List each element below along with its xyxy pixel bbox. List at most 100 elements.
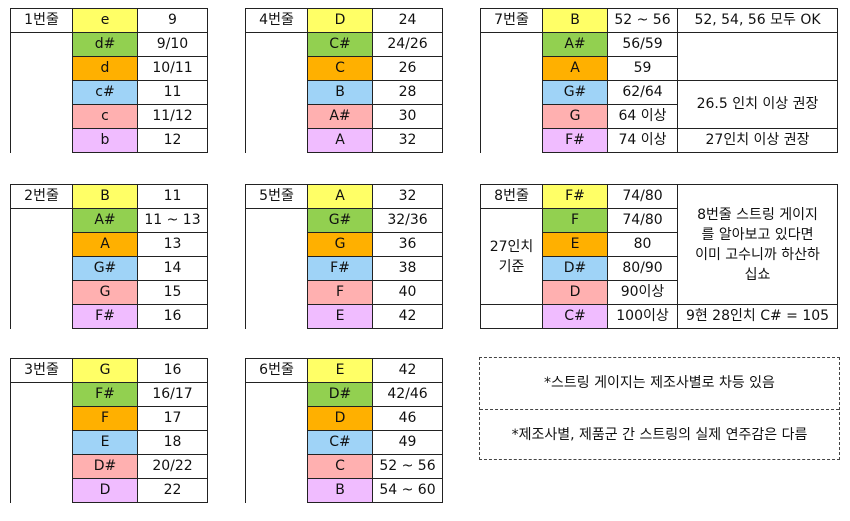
gauge-cell: 59 <box>607 56 678 81</box>
note-cell: D# <box>542 256 608 281</box>
gauge-cell: 15 <box>137 280 208 305</box>
note-cell: G# <box>72 256 138 281</box>
note-cell: B <box>307 80 373 105</box>
note-cell: D <box>307 8 373 33</box>
string-4-table: 4번줄 D 24 C# 24/26 C 26 B 28 A# 30 A 32 <box>245 8 443 153</box>
gauge-cell: 24 <box>372 8 443 33</box>
string-label: 1번줄 <box>10 8 73 33</box>
gauge-cell: 12 <box>137 128 208 153</box>
gauge-cell: 32 <box>372 128 443 153</box>
note-cell: e <box>72 8 138 33</box>
gauge-cell: 28 <box>372 80 443 105</box>
note-cell: C <box>307 454 373 479</box>
note-cell: B <box>72 184 138 209</box>
gauge-cell: 74/80 <box>607 184 678 209</box>
string-label: 4번줄 <box>245 8 308 33</box>
remark-cell: 8번줄 스트링 게이지를 알아보고 있다면 이미 고수니까 하산하십쇼 <box>677 184 838 305</box>
gauge-cell: 22 <box>137 478 208 503</box>
gauge-cell: 42 <box>372 304 443 329</box>
note-cell: F# <box>72 382 138 407</box>
note-cell: F <box>72 406 138 431</box>
note-cell: D <box>542 280 608 305</box>
footnote: *제조사별, 제품군 간 스트링의 실제 연주감은 다름 <box>480 409 839 460</box>
note-cell: G <box>72 358 138 383</box>
gauge-cell: 54 ~ 60 <box>372 478 443 503</box>
gauge-cell: 52 ~ 56 <box>607 8 678 33</box>
gauge-cell: 100이상 <box>607 304 678 329</box>
note-cell: A <box>72 232 138 257</box>
gauge-cell: 80/90 <box>607 256 678 281</box>
gauge-cell: 62/64 <box>607 80 678 105</box>
note-cell: G <box>72 280 138 305</box>
note-cell: F# <box>542 128 608 153</box>
footnote-box: *스트링 게이지는 제조사별로 차등 있음 *제조사별, 제품군 간 스트링의 … <box>479 357 840 460</box>
string-label: 5번줄 <box>245 184 308 209</box>
remark-cell: 52, 54, 56 모두 OK <box>677 8 838 33</box>
note-cell: d <box>72 56 138 81</box>
gauge-cell: 30 <box>372 104 443 129</box>
remark-empty-cell <box>677 32 838 81</box>
string-3-table: 3번줄 G 16 F# 16/17 F 17 E 18 D# 20/22 D 2… <box>10 358 208 503</box>
string-1-table: 1번줄 e 9 d# 9/10 d 10/11 c# 11 c 11/12 b … <box>10 8 208 153</box>
note-cell: D# <box>72 454 138 479</box>
gauge-cell: 52 ~ 56 <box>372 454 443 479</box>
gauge-cell: 64 이상 <box>607 104 678 129</box>
note-cell: B <box>542 8 608 33</box>
note-cell: C <box>307 56 373 81</box>
note-cell: E <box>307 304 373 329</box>
string-label: 8번줄 <box>480 184 543 209</box>
note-cell: E <box>307 358 373 383</box>
note-cell: A <box>307 184 373 209</box>
gauge-cell: 46 <box>372 406 443 431</box>
string-8-table: 8번줄 F# 74/80 8번줄 스트링 게이지를 알아보고 있다면 이미 고수… <box>480 184 838 329</box>
note-cell: c <box>72 104 138 129</box>
note-cell: F <box>542 208 608 233</box>
gauge-cell: 10/11 <box>137 56 208 81</box>
gauge-cell: 14 <box>137 256 208 281</box>
note-cell: F# <box>72 304 138 329</box>
note-cell: A <box>542 56 608 81</box>
gauge-cell: 9 <box>137 8 208 33</box>
gauge-cell: 32 <box>372 184 443 209</box>
note-cell: C# <box>307 430 373 455</box>
string-label: 3번줄 <box>10 358 73 383</box>
string-label: 2번줄 <box>10 184 73 209</box>
gauge-cell: 13 <box>137 232 208 257</box>
gauge-cell: 11 ~ 13 <box>137 208 208 233</box>
note-cell: G# <box>307 208 373 233</box>
note-cell: c# <box>72 80 138 105</box>
string-label: 7번줄 <box>480 8 543 33</box>
gauge-cell: 16/17 <box>137 382 208 407</box>
reference-length-line: 27인치 <box>489 238 534 255</box>
gauge-cell: 90이상 <box>607 280 678 305</box>
note-cell: F <box>307 280 373 305</box>
note-cell: A <box>307 128 373 153</box>
note-cell: C# <box>307 32 373 57</box>
gauge-cell: 26 <box>372 56 443 81</box>
note-cell: G# <box>542 80 608 105</box>
note-cell: E <box>72 430 138 455</box>
remark-cell: 27인치 이상 권장 <box>677 128 838 153</box>
gauge-cell: 11/12 <box>137 104 208 129</box>
gauge-cell: 74/80 <box>607 208 678 233</box>
gauge-cell: 20/22 <box>137 454 208 479</box>
note-cell: A# <box>72 208 138 233</box>
string-2-table: 2번줄 B 11 A# 11 ~ 13 A 13 G# 14 G 15 F# 1… <box>10 184 208 329</box>
gauge-cell: 24/26 <box>372 32 443 57</box>
gauge-cell: 42 <box>372 358 443 383</box>
note-cell: C# <box>542 304 608 329</box>
gauge-cell: 16 <box>137 304 208 329</box>
gauge-cell: 40 <box>372 280 443 305</box>
note-cell: G <box>307 232 373 257</box>
gauge-cell: 42/46 <box>372 382 443 407</box>
gauge-cell: 16 <box>137 358 208 383</box>
string-7-table: 7번줄 B 52 ~ 56 52, 54, 56 모두 OK A# 56/59 … <box>480 8 838 153</box>
string-5-table: 5번줄 A 32 G# 32/36 G 36 F# 38 F 40 E 42 <box>245 184 443 329</box>
gauge-cell: 17 <box>137 406 208 431</box>
gauge-cell: 11 <box>137 184 208 209</box>
note-cell: F# <box>307 256 373 281</box>
remark-cell: 26.5 인치 이상 권장 <box>677 80 838 129</box>
note-cell: D# <box>307 382 373 407</box>
string-label: 6번줄 <box>245 358 308 383</box>
string-6-table: 6번줄 E 42 D# 42/46 D 46 C# 49 C 52 ~ 56 B… <box>245 358 443 503</box>
